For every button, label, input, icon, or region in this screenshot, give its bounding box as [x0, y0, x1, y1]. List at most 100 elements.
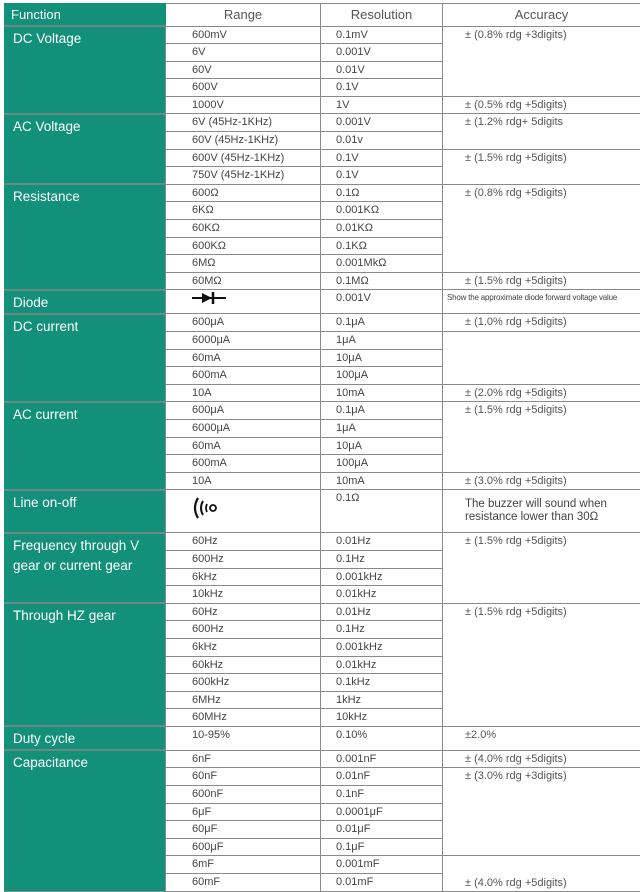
- range-cell: 600Ω: [166, 184, 321, 202]
- range-cell: 60Hz: [166, 533, 321, 551]
- resolution-cell: 0.001V: [321, 114, 443, 132]
- resolution-cell: 0.001kHz: [321, 568, 443, 586]
- resolution-cell: 0.1KΩ: [321, 237, 443, 255]
- range-cell: 10kHz: [166, 586, 321, 604]
- range-cell: 60MHz: [166, 709, 321, 727]
- resolution-cell: 0.001V: [321, 290, 443, 314]
- function-cell: Frequency through V gear or current gear: [5, 533, 166, 603]
- range-cell: 60Hz: [166, 603, 321, 621]
- range-cell: 60KΩ: [166, 220, 321, 238]
- resolution-cell: 0.1μA: [321, 402, 443, 420]
- accuracy-cell: ± (1.5% rdg +5digits): [443, 272, 640, 290]
- accuracy-cell: ± (3.0% rdg +5digits): [443, 472, 640, 490]
- resolution-cell: 0.01mF: [321, 874, 443, 892]
- header-accuracy: Accuracy: [443, 4, 640, 27]
- range-cell: 600μA: [166, 402, 321, 420]
- range-cell: 600Hz: [166, 621, 321, 639]
- range-cell: 600Hz: [166, 550, 321, 568]
- function-cell: AC current: [5, 402, 166, 490]
- range-cell: 60nF: [166, 768, 321, 786]
- header-row: Function Range Resolution Accuracy: [5, 4, 640, 27]
- function-cell: AC Voltage: [5, 114, 166, 184]
- range-cell: 60mA: [166, 349, 321, 367]
- accuracy-cell: ± (0.8% rdg +3digits): [443, 26, 640, 96]
- resolution-cell: 1V: [321, 96, 443, 114]
- function-cell: Capacitance: [5, 750, 166, 891]
- resolution-cell: 0.1V: [321, 149, 443, 167]
- range-cell: 6kHz: [166, 568, 321, 586]
- resolution-cell: 10mA: [321, 384, 443, 402]
- range-cell: 60kHz: [166, 656, 321, 674]
- resolution-cell: 0.1Hz: [321, 621, 443, 639]
- resolution-cell: 0.1MΩ: [321, 272, 443, 290]
- range-cell: 750V (45Hz-1KHz): [166, 167, 321, 185]
- resolution-cell: 1kHz: [321, 691, 443, 709]
- resolution-cell: 0.001KΩ: [321, 202, 443, 220]
- resolution-cell: 0.1Hz: [321, 550, 443, 568]
- specifications-table: Function Range Resolution Accuracy DC Vo…: [4, 3, 640, 892]
- range-cell: 10-95%: [166, 726, 321, 750]
- resolution-cell: 100μA: [321, 455, 443, 473]
- accuracy-cell: ±2.0%: [443, 726, 640, 750]
- range-cell: [166, 490, 321, 533]
- resolution-cell: 10μA: [321, 349, 443, 367]
- range-cell: 6000μA: [166, 419, 321, 437]
- resolution-cell: 1μA: [321, 332, 443, 350]
- resolution-cell: 0.0001μF: [321, 803, 443, 821]
- range-cell: 600mA: [166, 367, 321, 385]
- resolution-cell: 0.1nF: [321, 786, 443, 804]
- resolution-cell: 0.01KΩ: [321, 220, 443, 238]
- accuracy-cell: Show the approximate diode forward volta…: [443, 290, 640, 314]
- resolution-cell: 0.001mF: [321, 856, 443, 874]
- range-cell: 600KΩ: [166, 237, 321, 255]
- range-cell: 600μF: [166, 838, 321, 856]
- header-resolution: Resolution: [321, 4, 443, 27]
- range-cell: [166, 290, 321, 314]
- resolution-cell: 0.001kHz: [321, 638, 443, 656]
- resolution-cell: 1μA: [321, 419, 443, 437]
- range-cell: 10A: [166, 384, 321, 402]
- function-cell: Resistance: [5, 184, 166, 290]
- range-cell: 60V (45Hz-1KHz): [166, 132, 321, 150]
- range-cell: 6kHz: [166, 638, 321, 656]
- range-cell: 600kHz: [166, 674, 321, 692]
- resolution-cell: 10kHz: [321, 709, 443, 727]
- resolution-cell: 0.1kHz: [321, 674, 443, 692]
- function-cell: Diode: [5, 290, 166, 314]
- range-cell: 600V (45Hz-1KHz): [166, 149, 321, 167]
- range-cell: 60μF: [166, 821, 321, 839]
- resolution-cell: 0.1mV: [321, 26, 443, 44]
- accuracy-cell: ± (1.2% rdg+ 5digits: [443, 114, 640, 149]
- resolution-cell: 0.001nF: [321, 750, 443, 768]
- range-cell: 1000V: [166, 96, 321, 114]
- resolution-cell: 10μA: [321, 437, 443, 455]
- resolution-cell: 0.01Hz: [321, 533, 443, 551]
- range-cell: 6MHz: [166, 691, 321, 709]
- accuracy-cell: ± (1.5% rdg +5digits): [443, 402, 640, 472]
- accuracy-cell: ± (1.5% rdg +5digits): [443, 149, 640, 184]
- function-cell: DC Voltage: [5, 26, 166, 114]
- function-cell: Line on-off: [5, 490, 166, 533]
- range-cell: 600mV: [166, 26, 321, 44]
- range-cell: 600V: [166, 79, 321, 97]
- accuracy-cell: ± (3.0% rdg +3digits): [443, 768, 640, 856]
- buzzer-icon: [192, 496, 218, 520]
- accuracy-cell: ± (4.0% rdg +5digits): [443, 750, 640, 768]
- range-cell: 600μA: [166, 314, 321, 332]
- accuracy-cell: [443, 332, 640, 385]
- resolution-cell: 0.10%: [321, 726, 443, 750]
- resolution-cell: 100μA: [321, 367, 443, 385]
- resolution-cell: 0.01Hz: [321, 603, 443, 621]
- range-cell: 6nF: [166, 750, 321, 768]
- range-cell: 6MΩ: [166, 255, 321, 273]
- accuracy-cell: ± (1.0% rdg +5digits): [443, 314, 640, 332]
- range-cell: 6V: [166, 44, 321, 62]
- range-cell: 60MΩ: [166, 272, 321, 290]
